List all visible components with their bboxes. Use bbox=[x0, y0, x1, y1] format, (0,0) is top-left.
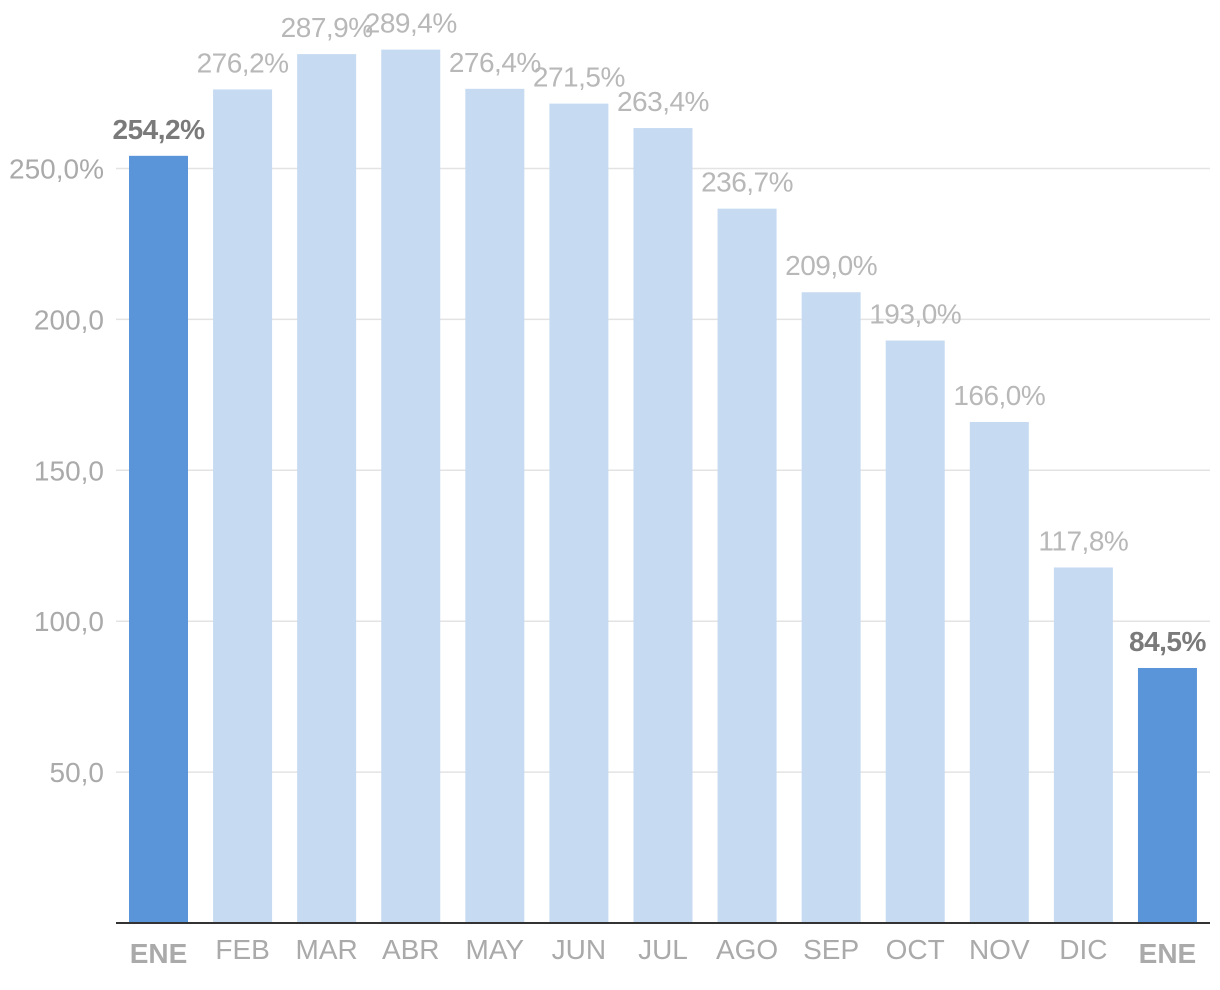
x-tick-label: SEP bbox=[803, 934, 859, 965]
data-label: 236,7% bbox=[701, 167, 793, 198]
bar-feb bbox=[213, 89, 273, 923]
data-label: 166,0% bbox=[953, 380, 1045, 411]
data-label: 193,0% bbox=[869, 299, 961, 330]
bar-ene bbox=[129, 155, 188, 923]
x-tick-label: ENE bbox=[1139, 938, 1197, 969]
bar-jul bbox=[633, 128, 693, 923]
data-label: 209,0% bbox=[785, 250, 877, 281]
x-tick-label: JUL bbox=[638, 934, 688, 965]
data-label: 276,2% bbox=[197, 47, 289, 78]
data-label: 271,5% bbox=[533, 62, 625, 93]
bar-nov bbox=[969, 422, 1029, 923]
x-tick-label: ABR bbox=[382, 934, 440, 965]
data-label: 276,4% bbox=[449, 47, 541, 78]
bar-abr bbox=[381, 49, 441, 923]
y-axis: 50,0 100,0 150,0 200,0 250,0% bbox=[9, 154, 104, 789]
bar-ago bbox=[717, 208, 777, 923]
bar-mar bbox=[297, 54, 357, 924]
data-label: 254,2% bbox=[113, 114, 206, 145]
x-tick-label: OCT bbox=[886, 934, 945, 965]
bar-may bbox=[465, 88, 525, 923]
data-labels: 254,2% 276,2% 287,9%289,4% 276,4%271,5%263,… bbox=[113, 8, 1207, 657]
y-tick-label: 250,0% bbox=[9, 154, 104, 185]
x-tick-label: MAR bbox=[296, 934, 358, 965]
x-tick-label: NOV bbox=[969, 934, 1030, 965]
bar-oct bbox=[885, 340, 945, 923]
bar-jun bbox=[549, 103, 609, 924]
data-label: 289,4% bbox=[365, 8, 457, 39]
data-label: 287,9% bbox=[281, 12, 373, 43]
x-tick-label: DIC bbox=[1059, 934, 1107, 965]
y-tick-label: 50,0 bbox=[50, 757, 105, 788]
x-tick-label: FEB bbox=[215, 934, 269, 965]
data-label: 263,4% bbox=[617, 86, 709, 117]
x-tick-label: MAY bbox=[466, 934, 525, 965]
data-label: 84,5% bbox=[1129, 626, 1206, 657]
x-tick-label: JUN bbox=[552, 934, 606, 965]
y-tick-label: 200,0 bbox=[34, 304, 104, 335]
data-label: 117,8% bbox=[1038, 525, 1128, 556]
x-tick-label: AGO bbox=[716, 934, 778, 965]
y-tick-label: 150,0 bbox=[34, 455, 104, 486]
y-tick-label: 100,0 bbox=[34, 606, 104, 637]
x-axis: ENE FEB MAR ABR MAY JUN JUL AGO SEP OCT NOV DIC ENE bbox=[116, 922, 1210, 969]
x-tick-label: ENE bbox=[130, 938, 188, 969]
bars bbox=[129, 49, 1197, 924]
bar-dic bbox=[1053, 567, 1113, 923]
bar-ene bbox=[1137, 667, 1197, 923]
bar-sep bbox=[801, 292, 861, 923]
